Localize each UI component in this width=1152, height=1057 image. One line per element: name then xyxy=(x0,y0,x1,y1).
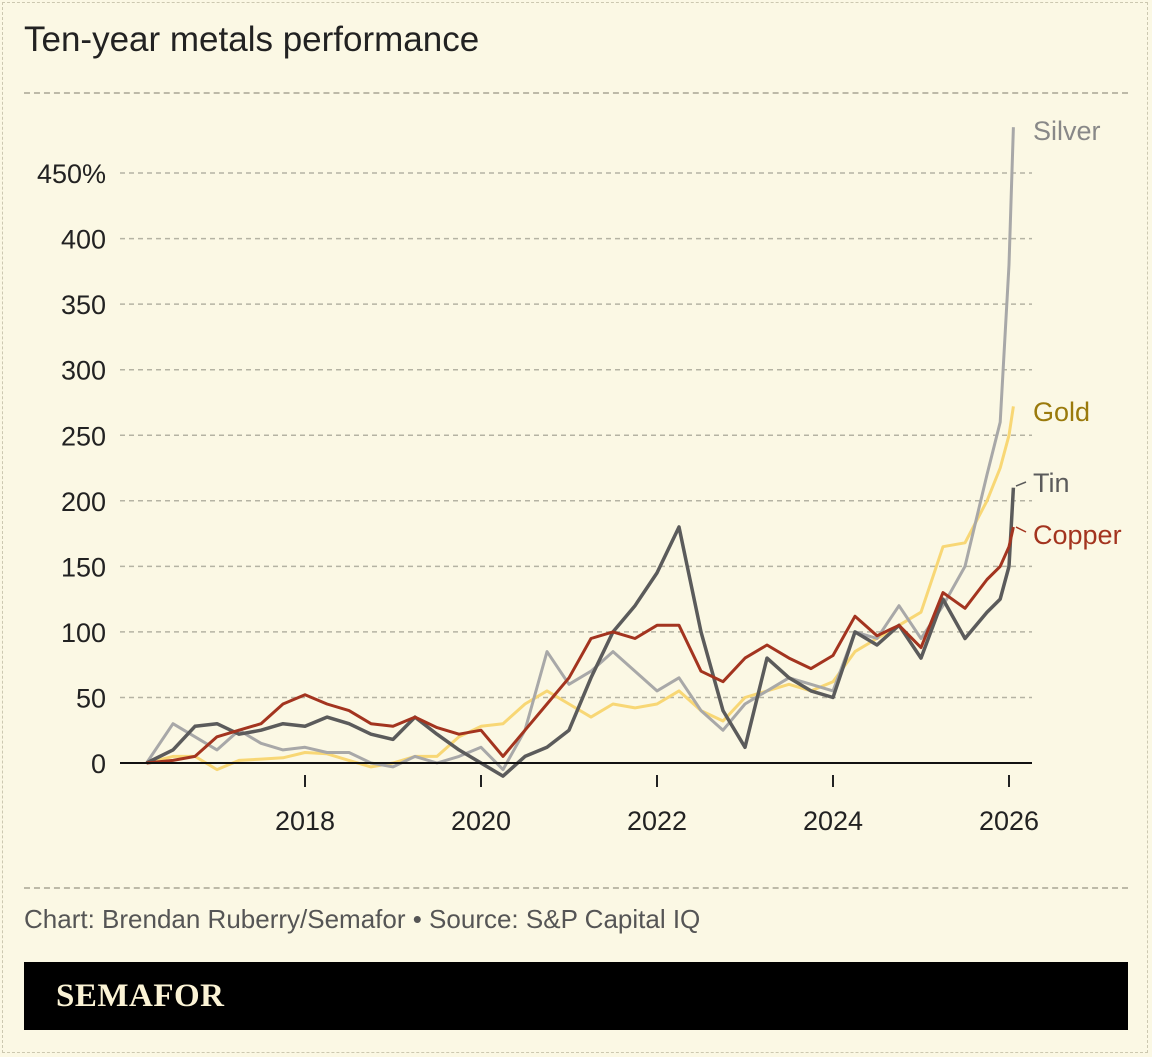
y-tick-label: 400 xyxy=(61,225,106,255)
y-tick-label: 0 xyxy=(91,749,106,779)
series-line-gold xyxy=(146,406,1015,772)
x-tick-label: 2020 xyxy=(451,806,511,836)
y-tick-label: 250 xyxy=(61,421,106,451)
x-tick-label: 2024 xyxy=(803,806,863,836)
series-label-gold: Gold xyxy=(1033,397,1090,427)
series-line-copper xyxy=(146,526,1015,765)
y-tick-label: 450% xyxy=(37,159,106,189)
x-tick-label: 2026 xyxy=(979,806,1039,836)
line-chart: 0 50 100 150 200 250 300 350 400 450% 2018 2020 2022… xyxy=(37,116,1122,836)
series-label-copper: Copper xyxy=(1033,520,1122,550)
copper-label-leader xyxy=(1015,526,1027,533)
semafor-logo: SEMAFOR xyxy=(56,978,225,1014)
y-tick-label: 200 xyxy=(61,487,106,517)
tin-label-leader xyxy=(1015,481,1027,487)
x-tick-label: 2022 xyxy=(627,806,687,836)
y-tick-label: 300 xyxy=(61,356,106,386)
top-divider xyxy=(24,92,1128,94)
source-credit: Chart: Brendan Ruberry/Semafor • Source:… xyxy=(24,904,701,934)
bottom-divider xyxy=(24,887,1128,889)
series-line-silver xyxy=(145,127,1015,772)
series-label-silver: Silver xyxy=(1033,116,1101,146)
y-tick-label: 150 xyxy=(61,552,106,582)
chart-title: Ten-year metals performance xyxy=(24,20,480,59)
x-tick-label: 2018 xyxy=(275,806,335,836)
series-label-tin: Tin xyxy=(1033,468,1070,498)
brand-bar: SEMAFOR xyxy=(24,962,1128,1030)
y-tick-label: 350 xyxy=(61,290,106,320)
y-tick-label: 50 xyxy=(76,683,106,713)
y-tick-label: 100 xyxy=(61,618,106,648)
